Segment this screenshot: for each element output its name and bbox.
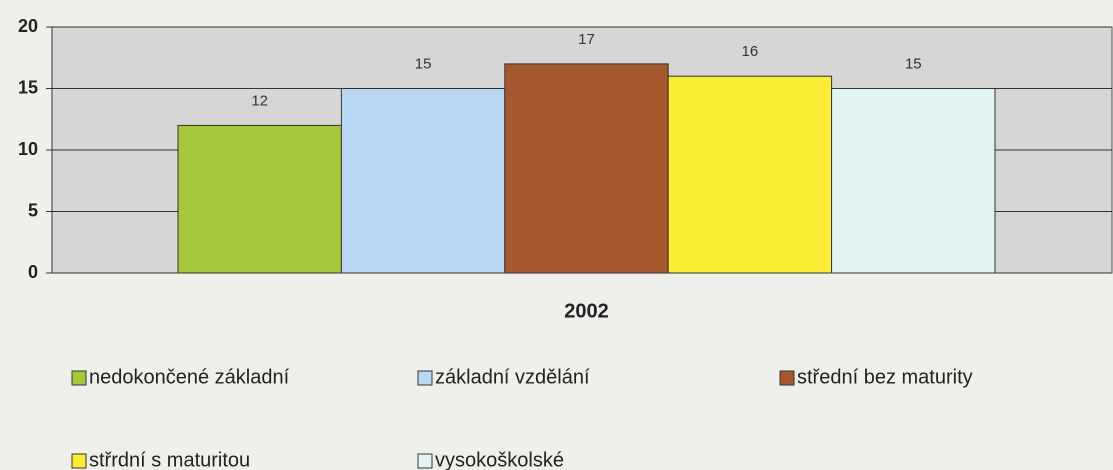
- legend-label: střední bez maturity: [797, 366, 973, 388]
- data-label: 15: [415, 55, 432, 72]
- y-tick-label: 10: [18, 139, 38, 159]
- data-label: 15: [905, 55, 922, 72]
- legend-label: střrdní s maturitou: [89, 449, 250, 470]
- bar: [667, 75, 833, 274]
- bar: [340, 88, 506, 274]
- legend-swatch: [417, 370, 433, 386]
- bar: [504, 63, 669, 274]
- y-tick-label: 20: [18, 16, 38, 36]
- data-label: 12: [251, 92, 268, 109]
- legend-swatch: [71, 370, 87, 386]
- y-tick-label: 5: [28, 200, 38, 220]
- data-label: 17: [578, 31, 595, 48]
- y-tick-label: 15: [18, 77, 38, 97]
- y-tick-label: 0: [28, 262, 38, 282]
- bar: [831, 88, 996, 274]
- legend-label: nedokončené základní: [89, 366, 290, 388]
- legend-label: základní vzdělání: [435, 366, 590, 388]
- x-tick-label: 2002: [564, 300, 609, 322]
- data-label: 16: [742, 43, 759, 60]
- legend-swatch: [71, 453, 87, 469]
- bar: [177, 124, 342, 274]
- legend-label: vysokoškolské: [435, 449, 564, 470]
- legend-swatch: [417, 453, 433, 469]
- legend-swatch: [779, 370, 795, 386]
